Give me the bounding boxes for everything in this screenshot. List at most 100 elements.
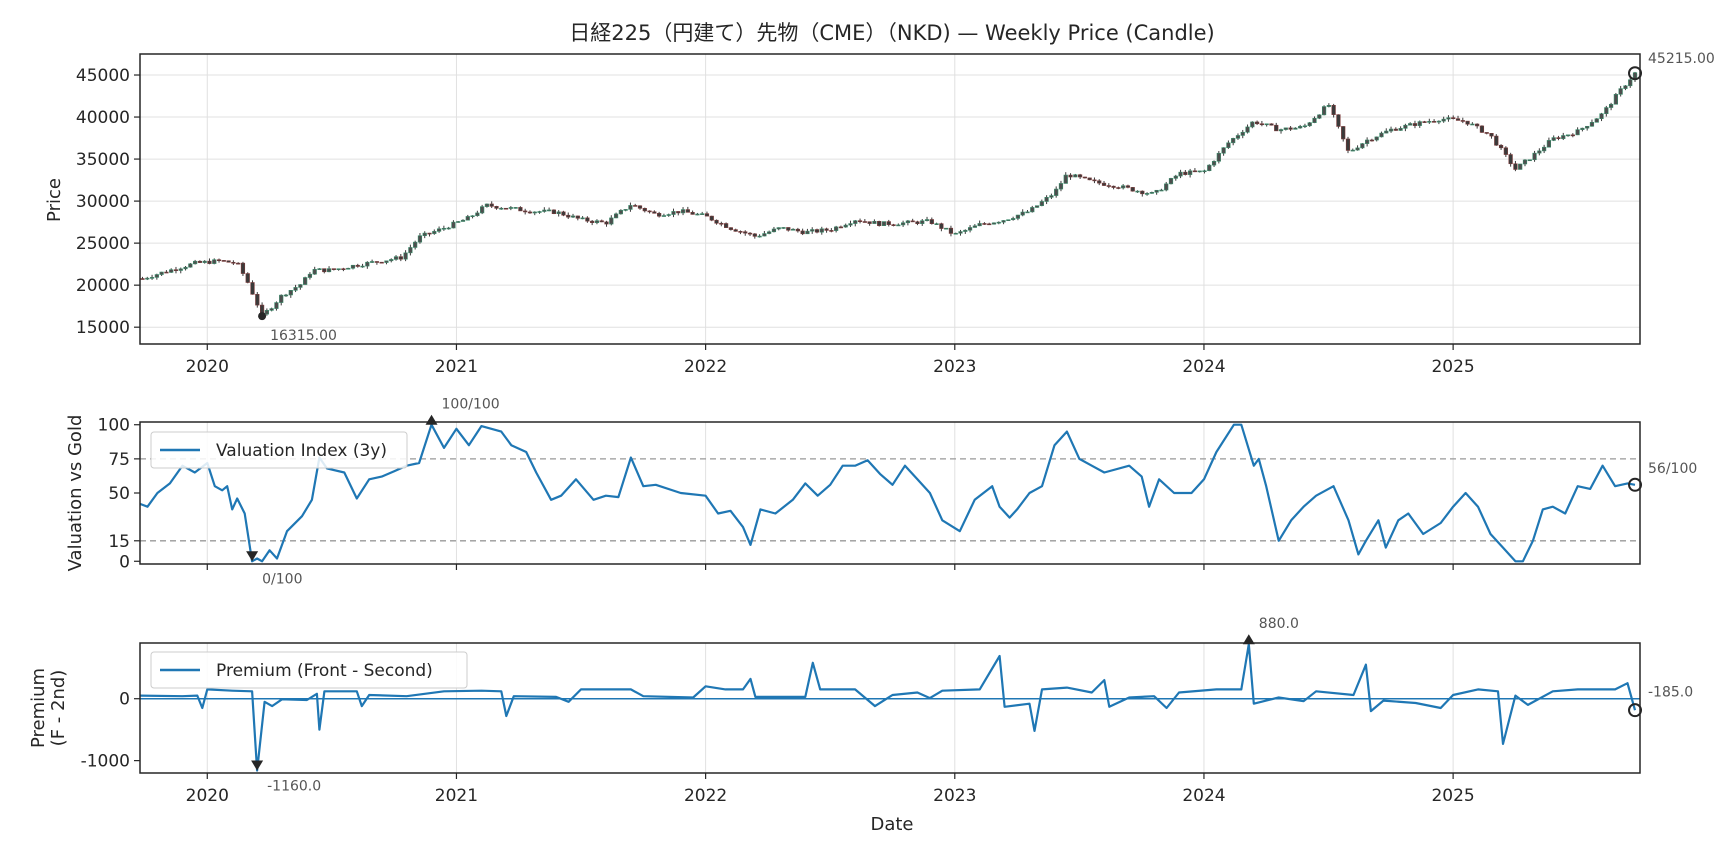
candle-body: [1321, 106, 1327, 116]
price-x-ticks: 2020 2021 2022 2023 2024 2025: [186, 344, 1475, 377]
candle-body: [159, 271, 164, 275]
candle-body: [724, 223, 729, 228]
candle-body: [633, 205, 638, 207]
candle-body: [288, 290, 293, 296]
price-y-axis-label: Price: [44, 178, 65, 222]
candle-body: [1030, 207, 1035, 213]
valuation-legend-label: Valuation Index (3y): [216, 441, 387, 461]
candle-body: [1436, 120, 1441, 123]
candle-body: [1269, 123, 1274, 126]
candle-body: [417, 235, 423, 243]
max-value-label: 880.0: [1259, 616, 1299, 632]
candle-body: [776, 227, 781, 230]
candle-body: [934, 223, 939, 225]
candle-body: [1431, 121, 1437, 123]
candle-body: [1130, 187, 1135, 192]
candle-body: [1044, 196, 1049, 202]
candle-body: [1508, 154, 1513, 165]
candle-body: [1140, 190, 1145, 195]
candle-body: [790, 228, 796, 231]
candle-body: [594, 220, 600, 223]
candle-body: [901, 222, 906, 226]
candle-body: [303, 277, 308, 285]
candle-body: [441, 227, 446, 230]
candle-body: [843, 224, 848, 228]
candle-body: [676, 211, 681, 214]
candle-body: [1178, 171, 1183, 177]
candle-body: [771, 228, 777, 233]
candle-body: [322, 268, 327, 273]
candle-body: [1255, 121, 1260, 125]
candle-body: [1164, 183, 1169, 191]
x-tick-label: 2025: [1431, 357, 1474, 377]
candle-body: [1149, 191, 1154, 194]
candle-body: [762, 233, 767, 237]
candle-body: [169, 269, 174, 273]
candle-body: [360, 265, 365, 268]
candle-body: [1197, 170, 1202, 173]
candle-body: [1470, 123, 1475, 126]
candle-body: [489, 203, 494, 207]
candle-body: [1135, 190, 1140, 193]
candle-body: [1298, 126, 1303, 129]
candle-body: [1058, 183, 1064, 190]
candle-body: [671, 211, 676, 215]
candle-body: [226, 260, 231, 263]
candle-body: [1302, 125, 1308, 128]
candle-body: [1379, 132, 1384, 138]
candle-body: [905, 220, 910, 224]
candle-body: [819, 228, 824, 233]
candle-body: [1240, 131, 1245, 136]
valuation-y-axis-label: Valuation vs Gold: [65, 415, 86, 572]
candle-body: [355, 264, 360, 267]
candle-body: [685, 209, 690, 213]
candle-body: [1116, 187, 1121, 189]
candle-body: [944, 227, 949, 230]
candle-body: [1628, 79, 1633, 87]
candle-body: [618, 209, 623, 215]
candle-body: [1494, 135, 1499, 146]
candle-body: [216, 259, 222, 262]
premium-y-ticks: -1000 0: [81, 690, 140, 772]
candle-body: [1054, 188, 1059, 196]
candle-body: [427, 232, 432, 235]
candle-body: [752, 233, 757, 237]
candle-body: [422, 232, 427, 237]
candle-body: [1393, 128, 1398, 131]
candle-body: [403, 252, 408, 260]
candle-body: [814, 229, 820, 233]
candle-body: [1570, 134, 1575, 137]
candle-body: [1427, 121, 1432, 123]
candle-body: [1078, 174, 1083, 178]
candle-body: [915, 221, 920, 224]
candle-body: [743, 231, 748, 234]
candle-body: [1331, 105, 1336, 115]
price-annotations: 16315.00 45215.00: [258, 51, 1715, 344]
candle-body: [1575, 129, 1580, 136]
candle-body: [140, 278, 145, 280]
candle-body: [245, 273, 250, 283]
candle-body: [1527, 159, 1532, 162]
candle-body: [786, 227, 791, 231]
candle-body: [1336, 114, 1341, 127]
candle-body: [886, 221, 891, 225]
candle-body: [795, 228, 800, 232]
candle-body: [460, 219, 466, 222]
y-tick-label: 30000: [76, 192, 130, 212]
valuation-panel: 015 50 75 100 Valuation vs Gold 100/100 0/10…: [65, 397, 1697, 588]
candle-body: [570, 215, 576, 218]
y-tick-label: 75: [108, 450, 130, 470]
candle-body: [1498, 144, 1504, 149]
candle-body: [1144, 193, 1150, 195]
candle-body: [891, 224, 896, 226]
valuation-annotations: 100/100 0/100 56/100: [246, 397, 1697, 587]
candle-body: [1556, 137, 1561, 139]
last-value-marker: [1628, 703, 1643, 718]
candle-body: [1546, 140, 1552, 148]
candle-body: [1585, 125, 1590, 129]
candle-body: [1412, 123, 1418, 126]
candle-body: [508, 207, 513, 209]
candle-body: [657, 212, 662, 217]
candle-body: [652, 211, 657, 214]
candle-body: [283, 294, 289, 297]
